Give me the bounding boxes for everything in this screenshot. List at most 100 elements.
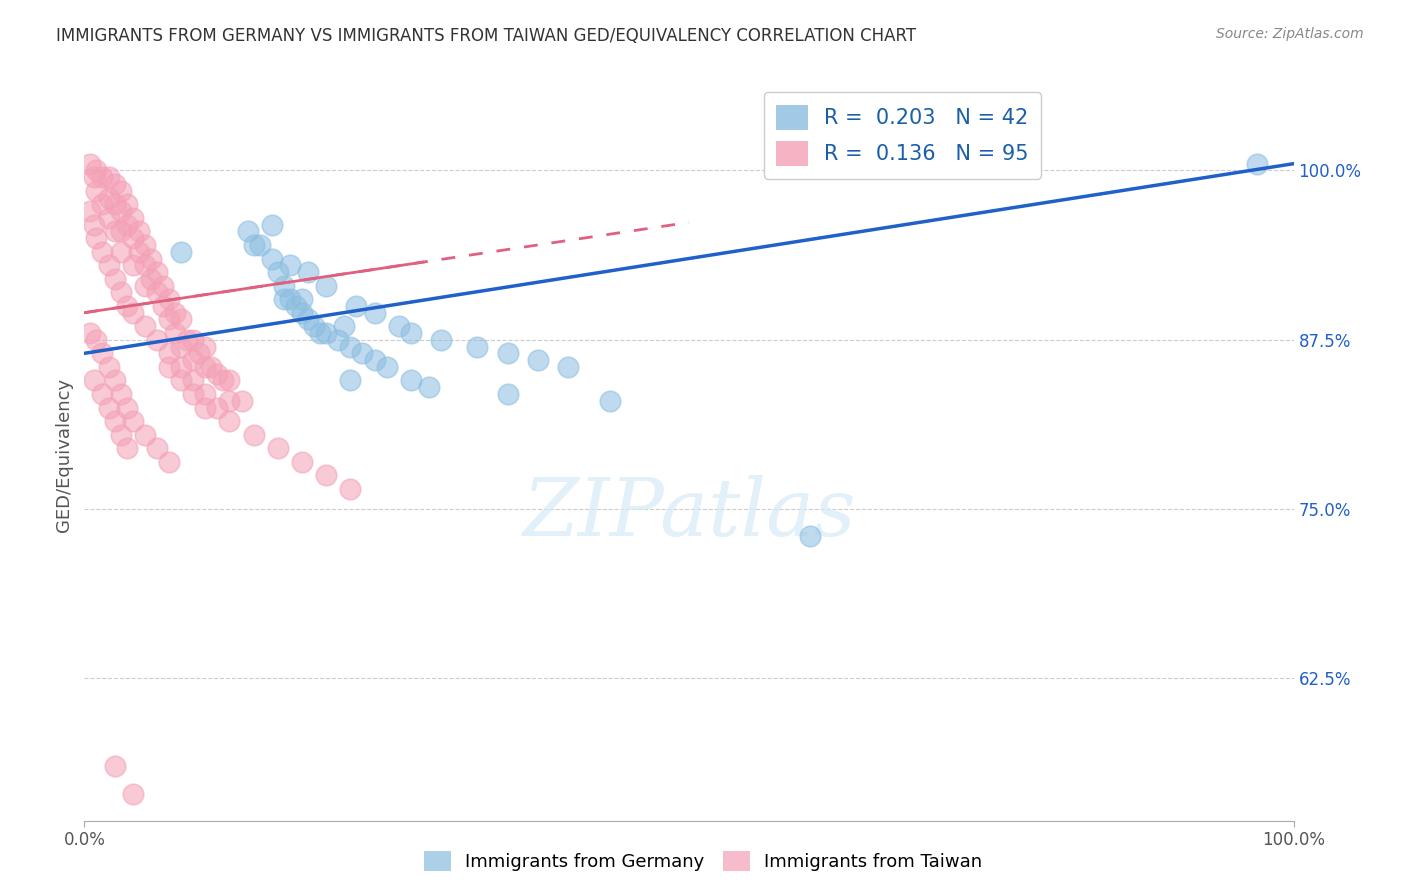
Point — [86, 333, 108, 347]
Point — [207, 401, 229, 415]
Point — [165, 306, 187, 320]
Point — [83, 170, 105, 185]
Point — [315, 326, 337, 340]
Point — [527, 353, 550, 368]
Point — [496, 346, 519, 360]
Point — [267, 441, 290, 455]
Point — [194, 387, 217, 401]
Point — [291, 455, 314, 469]
Point — [194, 401, 217, 415]
Point — [170, 244, 193, 259]
Point — [599, 393, 621, 408]
Point — [97, 359, 120, 374]
Point — [91, 244, 114, 259]
Point — [110, 285, 132, 300]
Point — [157, 455, 180, 469]
Point — [315, 468, 337, 483]
Point — [170, 340, 193, 354]
Text: IMMIGRANTS FROM GERMANY VS IMMIGRANTS FROM TAIWAN GED/EQUIVALENCY CORRELATION CH: IMMIGRANTS FROM GERMANY VS IMMIGRANTS FR… — [56, 27, 917, 45]
Point — [352, 346, 374, 360]
Point — [146, 285, 169, 300]
Point — [139, 252, 162, 266]
Point — [134, 278, 156, 293]
Point — [181, 333, 204, 347]
Point — [157, 312, 180, 326]
Point — [260, 218, 283, 232]
Point — [110, 224, 132, 238]
Point — [170, 312, 193, 326]
Point — [557, 359, 579, 374]
Point — [86, 163, 108, 178]
Point — [79, 157, 101, 171]
Legend: R =  0.203   N = 42, R =  0.136   N = 95: R = 0.203 N = 42, R = 0.136 N = 95 — [763, 92, 1042, 178]
Point — [104, 224, 127, 238]
Point — [79, 204, 101, 219]
Point — [152, 278, 174, 293]
Point — [399, 326, 422, 340]
Point — [110, 204, 132, 219]
Point — [291, 306, 314, 320]
Point — [333, 319, 356, 334]
Point — [146, 441, 169, 455]
Point — [83, 218, 105, 232]
Point — [181, 353, 204, 368]
Point — [86, 231, 108, 245]
Point — [273, 292, 295, 306]
Text: ZIPatlas: ZIPatlas — [522, 475, 856, 552]
Point — [115, 197, 138, 211]
Point — [146, 265, 169, 279]
Point — [97, 190, 120, 204]
Point — [181, 387, 204, 401]
Point — [231, 393, 253, 408]
Point — [388, 319, 411, 334]
Point — [496, 387, 519, 401]
Point — [260, 252, 283, 266]
Point — [165, 326, 187, 340]
Point — [399, 373, 422, 387]
Y-axis label: GED/Equivalency: GED/Equivalency — [55, 378, 73, 532]
Point — [157, 292, 180, 306]
Point — [104, 759, 127, 773]
Point — [91, 346, 114, 360]
Point — [134, 427, 156, 442]
Point — [110, 427, 132, 442]
Point — [291, 292, 314, 306]
Point — [128, 244, 150, 259]
Point — [121, 787, 143, 801]
Point — [297, 312, 319, 326]
Point — [188, 346, 211, 360]
Point — [339, 482, 361, 496]
Point — [83, 373, 105, 387]
Point — [110, 184, 132, 198]
Point — [799, 529, 821, 543]
Point — [218, 373, 240, 387]
Point — [104, 177, 127, 191]
Point — [194, 359, 217, 374]
Point — [121, 414, 143, 428]
Point — [104, 373, 127, 387]
Point — [115, 299, 138, 313]
Point — [115, 401, 138, 415]
Point — [375, 359, 398, 374]
Point — [97, 401, 120, 415]
Point — [278, 258, 301, 272]
Point — [104, 197, 127, 211]
Point — [207, 367, 229, 381]
Point — [363, 353, 385, 368]
Point — [1246, 157, 1268, 171]
Point — [273, 278, 295, 293]
Point — [157, 346, 180, 360]
Point — [242, 427, 264, 442]
Point — [284, 299, 308, 313]
Point — [104, 272, 127, 286]
Point — [176, 333, 198, 347]
Point — [97, 211, 120, 225]
Point — [121, 231, 143, 245]
Point — [86, 184, 108, 198]
Point — [128, 224, 150, 238]
Point — [467, 340, 489, 354]
Point — [170, 359, 193, 374]
Point — [146, 333, 169, 347]
Point — [430, 333, 453, 347]
Legend: Immigrants from Germany, Immigrants from Taiwan: Immigrants from Germany, Immigrants from… — [416, 844, 990, 879]
